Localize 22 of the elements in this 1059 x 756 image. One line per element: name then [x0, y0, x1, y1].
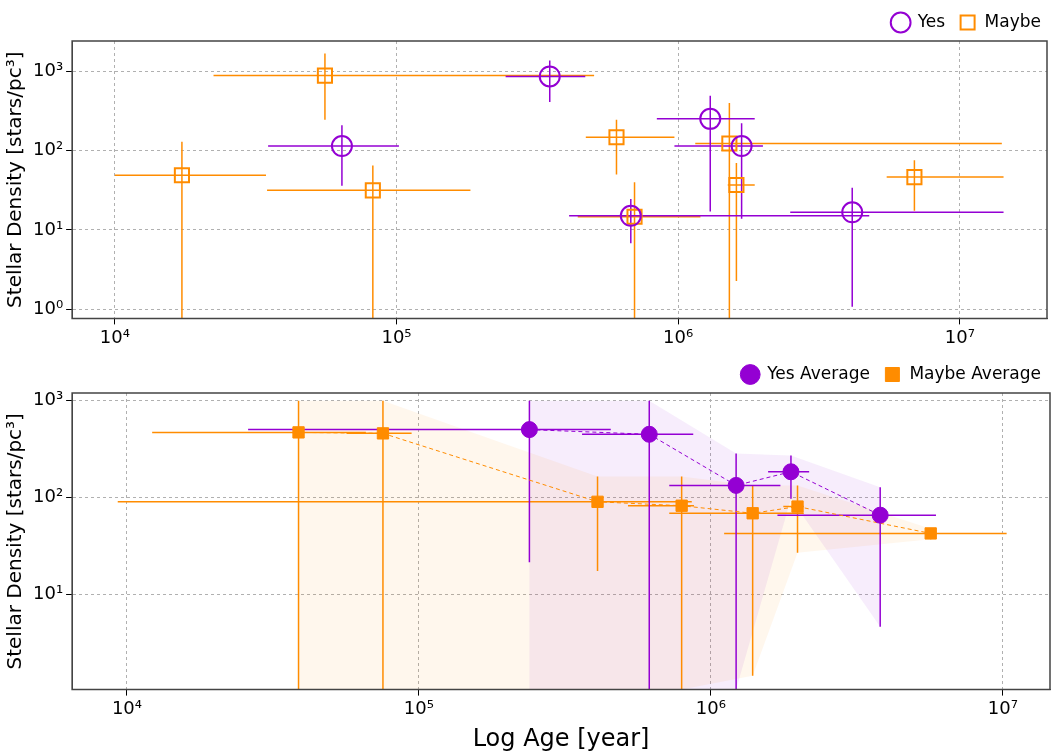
legend-label: Yes: [916, 10, 946, 31]
y-tick-label: 10¹: [33, 581, 64, 603]
legend-label: Yes Average: [766, 362, 870, 383]
x-axis-title: Log Age [year]: [472, 723, 650, 752]
x-tick-label: 10⁷: [987, 697, 1018, 719]
x-tick-label: 10⁵: [381, 325, 412, 347]
x-tick-label: 10⁷: [944, 325, 975, 347]
y-tick-label: 10³: [33, 388, 64, 410]
y-axis-title: Stellar Density [stars/pc³]: [2, 51, 27, 308]
legend-label: Maybe Average: [909, 362, 1041, 383]
x-tick-label: 10⁶: [663, 325, 694, 347]
y-tick-label: 10⁰: [33, 297, 64, 319]
y-axis-title: Stellar Density [stars/pc³]: [2, 413, 27, 670]
x-tick-label: 10⁵: [403, 697, 434, 719]
x-tick-label: 10⁴: [111, 697, 142, 719]
y-tick-label: 10³: [33, 58, 64, 80]
x-tick-label: 10⁴: [99, 325, 130, 347]
y-tick-label: 10¹: [33, 217, 64, 239]
x-tick-label: 10⁶: [695, 697, 726, 719]
y-tick-label: 10²: [33, 138, 64, 160]
y-tick-label: 10²: [33, 485, 64, 507]
legend-label: Maybe: [984, 10, 1042, 31]
